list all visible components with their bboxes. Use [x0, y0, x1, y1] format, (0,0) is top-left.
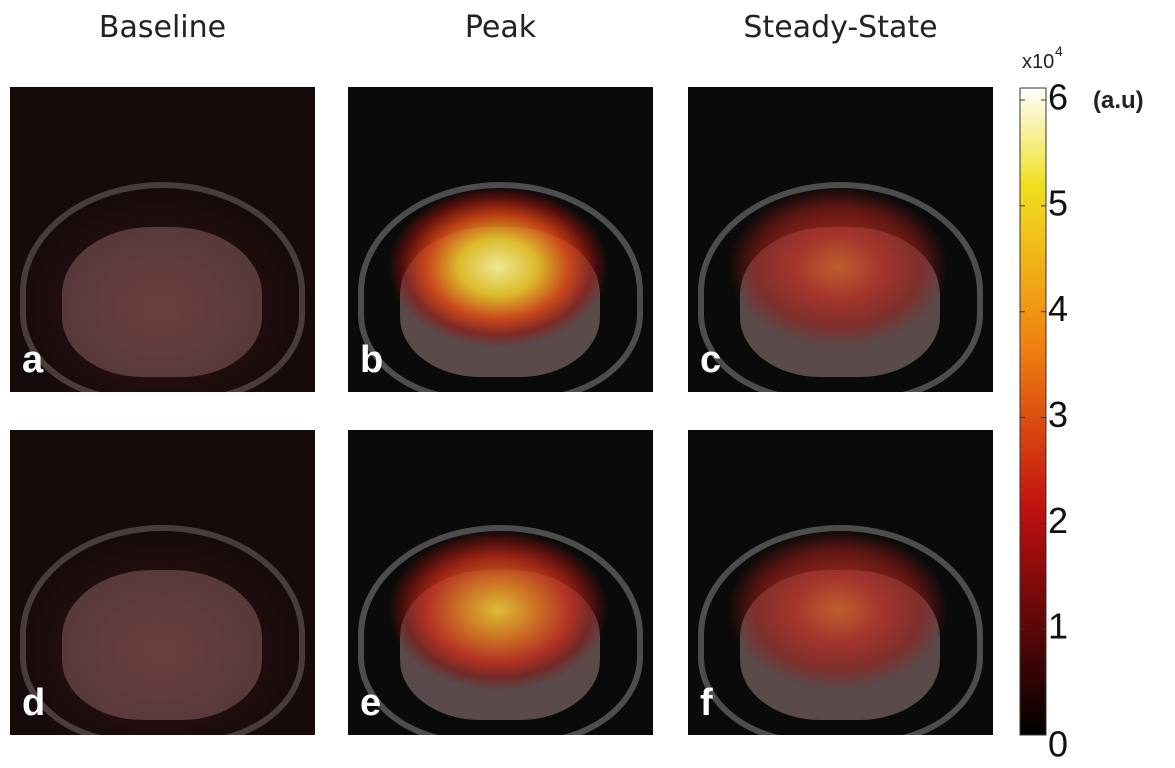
image-panel: d [10, 430, 315, 735]
panel-label: f [700, 682, 713, 725]
scale-base: x10 [1022, 51, 1054, 73]
panel-label: b [360, 339, 383, 382]
image-panel: c [688, 87, 993, 392]
figure: {"columns": ["Baseline", "Peak", "Steady… [0, 0, 1175, 768]
panel-label: d [22, 682, 45, 725]
panel-label: e [360, 682, 381, 725]
column-title: Steady-State [688, 10, 993, 45]
image-panel: a [10, 87, 315, 392]
unit-label: (a.u) [1093, 87, 1144, 114]
column-title: Peak [348, 10, 653, 45]
scale-power: 4 [1055, 43, 1063, 59]
image-panel: e [348, 430, 653, 735]
colorbar-tick-label: 2 [1048, 500, 1068, 541]
image-panel: f [688, 430, 993, 735]
colorbar-tick-label: 5 [1048, 182, 1068, 223]
colorbar-tick-label: 4 [1048, 288, 1068, 329]
colorbar-tick-label: 6 [1048, 77, 1068, 118]
colorbar-tick-label: 1 [1048, 606, 1068, 647]
colorbar-gradient [1020, 88, 1046, 735]
image-panel: b [348, 87, 653, 392]
panel-label: a [22, 339, 43, 382]
colorbar: x10 4 (a.u) 0 1 2 3 4 5 6 [1000, 0, 1175, 768]
colorbar-tick-label: 0 [1048, 724, 1068, 765]
panel-label: c [700, 339, 721, 382]
column-title: Baseline [10, 10, 315, 45]
colorbar-tick-label: 3 [1048, 394, 1068, 435]
